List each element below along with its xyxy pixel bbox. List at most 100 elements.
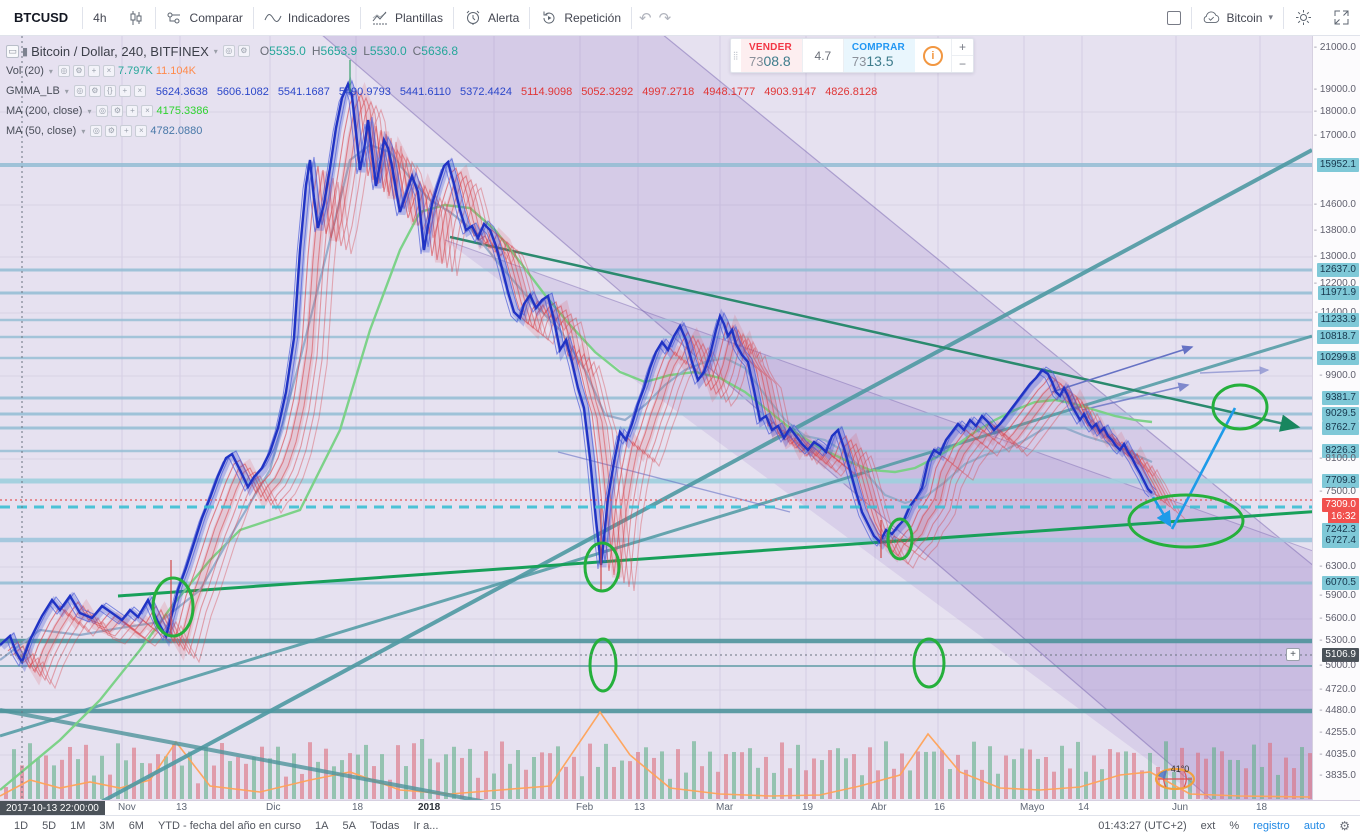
price-axis[interactable]: 21000.0 19000.0 18000.0 17000.0 15952.1 14600… bbox=[1312, 36, 1360, 800]
eye-icon[interactable]: ◎ bbox=[96, 105, 109, 117]
time-axis-label: Jun bbox=[1172, 802, 1189, 813]
price-chart-canvas[interactable]: 41°0 bbox=[0, 36, 1312, 800]
ma50-label[interactable]: MA (50, close) bbox=[6, 125, 77, 137]
replay-button[interactable]: Repetición bbox=[530, 0, 631, 36]
chart-settings-button[interactable] bbox=[1284, 0, 1322, 36]
range-button[interactable]: YTD - fecha del año en curso bbox=[157, 819, 302, 832]
price-axis-label: 9900.0 bbox=[1316, 369, 1359, 383]
add-icon[interactable]: + bbox=[120, 125, 133, 137]
plus-button[interactable]: + bbox=[951, 39, 973, 56]
range-button[interactable]: 3M bbox=[99, 819, 115, 832]
legend-ma50-row: MA (50, close) ▾ ◎ ⚙ + × 4782.0880 bbox=[6, 121, 886, 141]
crosshair-add-alert-button[interactable]: + bbox=[1286, 648, 1300, 661]
source-icon[interactable]: {} bbox=[103, 85, 116, 97]
ohlc-value: L5530.0 bbox=[363, 44, 407, 58]
ohlc-value: O5535.0 bbox=[259, 44, 306, 58]
redo-button[interactable]: ↷ bbox=[658, 9, 672, 27]
price-axis-label: 9381.7 bbox=[1322, 391, 1359, 405]
price-axis-label: 14600.0 bbox=[1311, 198, 1359, 212]
legend-main-row: ▭ ▮ Bitcoin / Dollar, 240, BITFINEX ▾ ◎ … bbox=[6, 41, 886, 61]
compare-label: Comparar bbox=[189, 10, 243, 25]
close-icon[interactable]: × bbox=[102, 65, 115, 77]
compare-button[interactable]: Comparar bbox=[156, 0, 253, 36]
price-axis-label: 5000.0 bbox=[1316, 659, 1359, 673]
caret-down-icon[interactable]: ▾ bbox=[64, 86, 69, 96]
separator bbox=[359, 6, 361, 29]
symbol-button[interactable]: BTCUSD bbox=[14, 10, 69, 25]
gear-icon[interactable]: ⚙ bbox=[237, 45, 250, 57]
fullscreen-button[interactable] bbox=[1322, 0, 1360, 36]
time-axis-label: Nov bbox=[118, 802, 136, 813]
layout-select-button[interactable] bbox=[1157, 0, 1191, 36]
gear-icon[interactable]: ⚙ bbox=[111, 105, 124, 117]
time-axis-label: 18 bbox=[1256, 802, 1268, 813]
caret-down-icon[interactable]: ▾ bbox=[213, 46, 218, 56]
chart-style-button[interactable] bbox=[117, 0, 155, 36]
price-axis-label: 5300.0 bbox=[1316, 634, 1359, 648]
range-button[interactable]: 5A bbox=[342, 819, 356, 832]
info-button[interactable]: i bbox=[915, 39, 951, 72]
log-scale-toggle[interactable]: registro bbox=[1253, 819, 1290, 832]
layout-square-icon bbox=[1167, 10, 1182, 25]
separator bbox=[252, 6, 254, 29]
eye-icon[interactable]: ◎ bbox=[90, 125, 103, 137]
auto-scale-toggle[interactable]: auto bbox=[1303, 819, 1326, 832]
eye-icon[interactable]: ◎ bbox=[222, 45, 235, 57]
cloud-layout-button[interactable]: Bitcoin ▾ bbox=[1192, 0, 1283, 36]
price-axis-label: 12637.0 bbox=[1316, 263, 1359, 277]
price-axis-label: 8762.7 bbox=[1322, 421, 1359, 435]
templates-button[interactable]: Plantillas bbox=[361, 0, 453, 36]
caret-down-icon[interactable]: ▾ bbox=[48, 66, 53, 76]
price-axis-label: 5600.0 bbox=[1316, 612, 1359, 626]
alert-button[interactable]: Alerta bbox=[454, 0, 529, 36]
alert-clock-icon bbox=[464, 9, 482, 27]
range-button[interactable]: 6M bbox=[128, 819, 144, 832]
interval-button[interactable]: 4h bbox=[93, 10, 107, 25]
eye-icon[interactable]: ◎ bbox=[57, 65, 70, 77]
sell-button[interactable]: VENDER 7308.8 bbox=[741, 39, 802, 72]
gmma-label[interactable]: GMMA_LB bbox=[6, 85, 60, 97]
symbol-title[interactable]: Bitcoin / Dollar, 240, BITFINEX bbox=[31, 43, 209, 59]
collapse-icon[interactable]: ▭ bbox=[6, 44, 19, 58]
range-button[interactable]: 1A bbox=[315, 819, 329, 832]
caret-down-icon[interactable]: ▾ bbox=[87, 106, 92, 116]
gear-icon[interactable]: ⚙ bbox=[72, 65, 85, 77]
range-button[interactable]: 1D bbox=[14, 819, 29, 832]
gear-icon[interactable]: ⚙ bbox=[1339, 818, 1350, 833]
close-icon[interactable]: × bbox=[141, 105, 154, 117]
time-axis[interactable]: 2017-10-13 22:00:00 Nov 13 Dic 18 2018 15 Feb 1… bbox=[0, 800, 1360, 816]
cloud-check-icon bbox=[1202, 9, 1220, 27]
gear-icon[interactable]: ⚙ bbox=[88, 85, 101, 97]
chart-pane[interactable]: 41°0 ▭ ▮ Bitcoin / Dollar, 240, BITFINEX… bbox=[0, 36, 1312, 800]
separator bbox=[529, 6, 531, 29]
gmma-value: 5624.3638 bbox=[155, 86, 208, 98]
minus-button[interactable]: − bbox=[958, 57, 966, 71]
ma200-label[interactable]: MA (200, close) bbox=[6, 105, 83, 117]
close-icon[interactable]: × bbox=[133, 85, 146, 97]
add-icon[interactable]: + bbox=[87, 65, 100, 77]
undo-button[interactable]: ↶ bbox=[639, 9, 652, 27]
gear-icon[interactable]: ⚙ bbox=[105, 125, 118, 137]
close-icon[interactable]: × bbox=[135, 125, 148, 137]
drag-handle-icon[interactable]: ⣿ bbox=[732, 51, 740, 60]
qty-stepper: + − bbox=[950, 39, 973, 72]
range-button[interactable]: 5D bbox=[42, 819, 57, 832]
price-axis-label: 5900.0 bbox=[1316, 589, 1359, 603]
price-axis-label: 13800.0 bbox=[1311, 224, 1359, 238]
sell-price: 7308.8 bbox=[749, 53, 791, 69]
clock-label[interactable]: 01:43:27 (UTC+2) bbox=[1098, 819, 1187, 832]
add-icon[interactable]: + bbox=[118, 85, 131, 97]
caret-down-icon[interactable]: ▾ bbox=[81, 126, 86, 136]
indicators-button[interactable]: Indicadores bbox=[254, 0, 360, 36]
buy-button[interactable]: COMPRAR 7313.5 bbox=[843, 39, 915, 72]
percent-toggle[interactable]: % bbox=[1229, 819, 1240, 832]
time-axis-label: 13 bbox=[634, 802, 646, 813]
vol-label[interactable]: Vol (20) bbox=[6, 65, 44, 77]
range-button[interactable]: 1M bbox=[70, 819, 86, 832]
ext-toggle[interactable]: ext bbox=[1200, 819, 1216, 832]
range-button[interactable]: Ir a... bbox=[413, 819, 439, 832]
eye-icon[interactable]: ◎ bbox=[73, 85, 86, 97]
add-icon[interactable]: + bbox=[126, 105, 139, 117]
range-button[interactable]: Todas bbox=[369, 819, 400, 832]
